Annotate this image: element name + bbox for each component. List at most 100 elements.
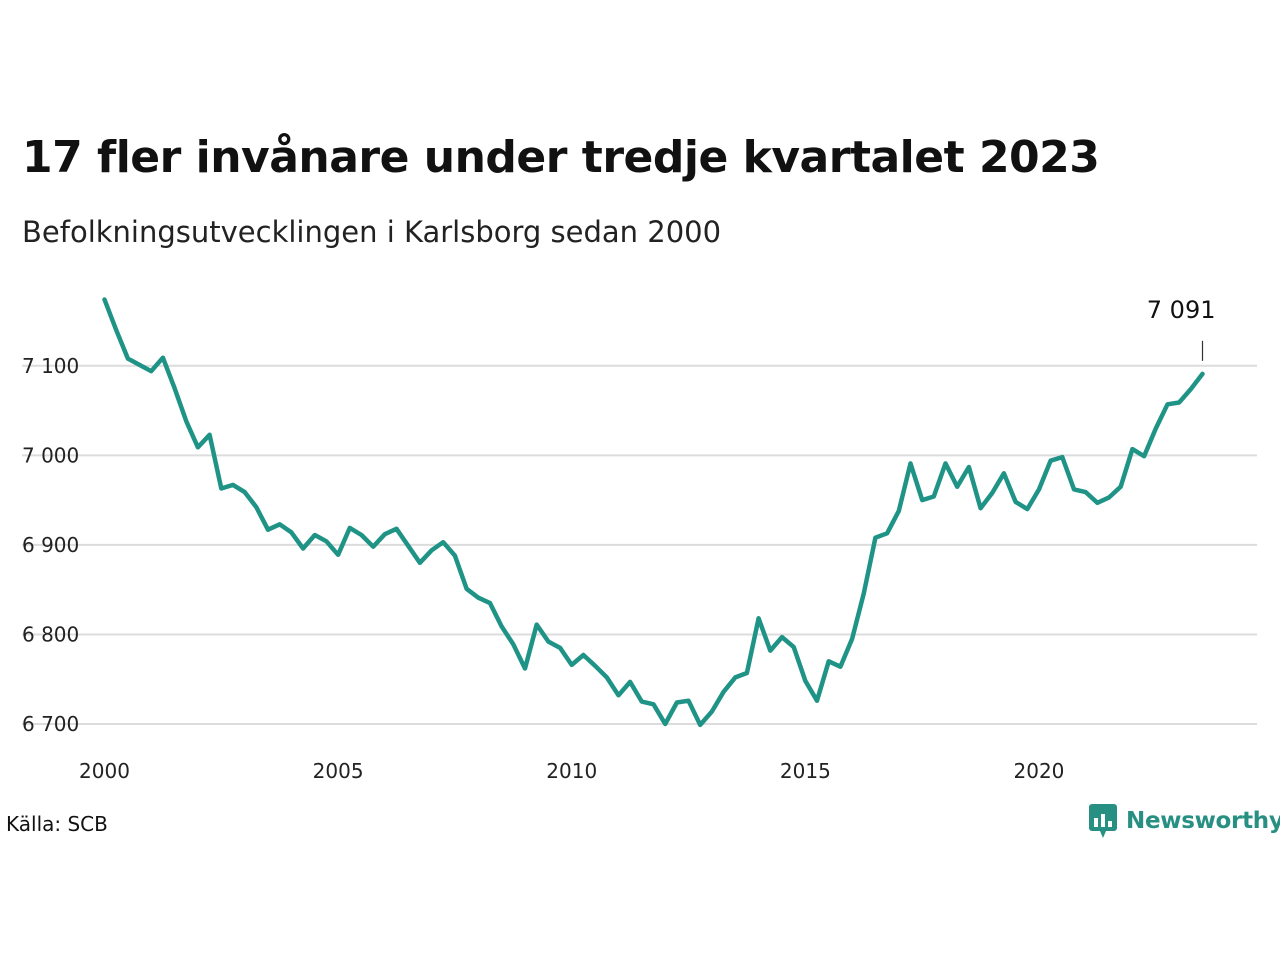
data-point bbox=[464, 587, 468, 591]
gridlines bbox=[22, 364, 1257, 725]
data-point bbox=[850, 637, 854, 641]
data-point bbox=[780, 635, 784, 639]
data-point bbox=[640, 699, 644, 703]
data-point bbox=[242, 490, 246, 494]
data-point bbox=[1200, 372, 1204, 376]
data-point bbox=[301, 546, 305, 550]
data-point bbox=[102, 297, 106, 301]
data-point bbox=[570, 663, 574, 667]
data-point bbox=[359, 533, 363, 537]
data-point bbox=[967, 465, 971, 469]
data-point bbox=[278, 522, 282, 526]
data-point bbox=[827, 659, 831, 663]
data-point bbox=[488, 601, 492, 605]
data-point bbox=[815, 699, 819, 703]
data-point bbox=[1060, 455, 1064, 459]
data-point bbox=[196, 445, 200, 449]
data-point bbox=[406, 544, 410, 548]
data-point bbox=[932, 494, 936, 498]
data-point bbox=[371, 544, 375, 548]
data-points bbox=[102, 297, 1204, 727]
data-point bbox=[838, 664, 842, 668]
chart-subtitle: Befolkningsutvecklingen i Karlsborg seda… bbox=[22, 215, 722, 249]
data-point bbox=[628, 680, 632, 684]
data-point bbox=[429, 548, 433, 552]
data-point bbox=[219, 486, 223, 490]
data-point bbox=[324, 539, 328, 543]
data-point bbox=[745, 671, 749, 675]
data-point bbox=[943, 461, 947, 465]
data-point bbox=[383, 532, 387, 536]
data-point bbox=[558, 646, 562, 650]
data-point bbox=[733, 675, 737, 679]
data-point bbox=[1189, 387, 1193, 391]
data-point bbox=[1002, 471, 1006, 475]
data-point bbox=[1107, 495, 1111, 499]
data-point bbox=[161, 356, 165, 360]
last-value-label: 7 091 bbox=[1147, 296, 1216, 324]
data-point bbox=[511, 642, 515, 646]
data-point bbox=[756, 616, 760, 620]
y-tick-label: 7 100 bbox=[22, 354, 79, 378]
data-point bbox=[605, 675, 609, 679]
data-point bbox=[978, 506, 982, 510]
y-tick-label: 6 700 bbox=[22, 712, 79, 736]
data-point bbox=[990, 491, 994, 495]
data-point bbox=[207, 433, 211, 437]
newsworthy-logo-icon bbox=[1089, 804, 1117, 838]
data-point bbox=[184, 419, 188, 423]
data-point bbox=[873, 536, 877, 540]
x-tick-label: 2010 bbox=[546, 759, 597, 783]
data-point bbox=[1072, 487, 1076, 491]
data-point bbox=[885, 531, 889, 535]
data-point bbox=[698, 723, 702, 727]
chart-title: 17 fler invånare under tredje kvartalet … bbox=[22, 132, 1100, 183]
data-point bbox=[137, 363, 141, 367]
data-point bbox=[476, 596, 480, 600]
data-point bbox=[523, 666, 527, 670]
source-note: Källa: SCB bbox=[6, 812, 108, 836]
data-point bbox=[453, 553, 457, 557]
data-point bbox=[721, 690, 725, 694]
data-point bbox=[862, 591, 866, 595]
population-line bbox=[102, 297, 1205, 728]
data-point bbox=[313, 533, 317, 537]
data-point bbox=[266, 527, 270, 531]
data-point bbox=[441, 540, 445, 544]
data-point bbox=[546, 639, 550, 643]
data-point bbox=[1130, 447, 1134, 451]
y-axis-ticks: 6 700 6 800 6 900 7 000 7 100 bbox=[22, 354, 79, 736]
data-point bbox=[1025, 507, 1029, 511]
data-point bbox=[663, 722, 667, 726]
data-point bbox=[172, 386, 176, 390]
data-point bbox=[616, 693, 620, 697]
data-point bbox=[231, 483, 235, 487]
data-point bbox=[336, 553, 340, 557]
data-point bbox=[581, 653, 585, 657]
data-point bbox=[1119, 484, 1123, 488]
data-point bbox=[534, 622, 538, 626]
data-point bbox=[149, 369, 153, 373]
data-point bbox=[1154, 426, 1158, 430]
data-point bbox=[1177, 400, 1181, 404]
x-tick-label: 2005 bbox=[313, 759, 364, 783]
data-point bbox=[710, 709, 714, 713]
x-axis-ticks: 2000 2005 2010 2015 2020 bbox=[79, 759, 1064, 783]
brand-name: Newsworthy bbox=[1126, 808, 1280, 834]
data-point bbox=[593, 664, 597, 668]
data-point bbox=[1048, 459, 1052, 463]
x-tick-label: 2015 bbox=[780, 759, 831, 783]
data-point bbox=[394, 527, 398, 531]
data-point bbox=[1142, 454, 1146, 458]
data-point bbox=[803, 679, 807, 683]
data-point bbox=[1037, 487, 1041, 491]
data-point bbox=[791, 645, 795, 649]
brand-logo: Newsworthy bbox=[1088, 803, 1280, 839]
data-point bbox=[499, 624, 503, 628]
data-point bbox=[418, 561, 422, 565]
data-point bbox=[1165, 402, 1169, 406]
data-point bbox=[1013, 500, 1017, 504]
y-tick-label: 6 900 bbox=[22, 533, 79, 557]
data-point bbox=[768, 648, 772, 652]
